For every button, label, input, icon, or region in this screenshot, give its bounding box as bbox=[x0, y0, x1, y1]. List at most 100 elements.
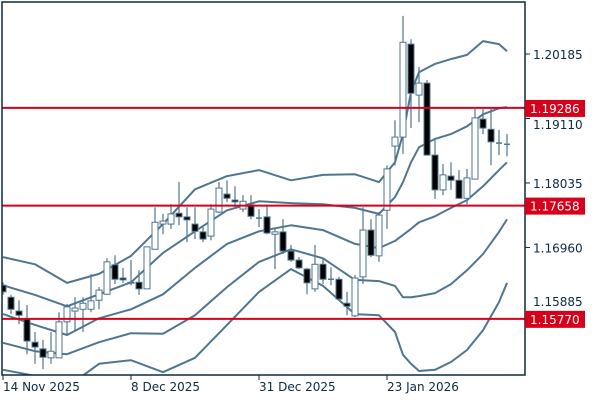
candle bbox=[47, 332, 55, 364]
candle-body-bearish bbox=[135, 281, 143, 290]
candle-body-bullish bbox=[439, 174, 447, 191]
candle bbox=[151, 207, 159, 250]
candle bbox=[15, 300, 23, 325]
candle-body-bearish bbox=[335, 278, 343, 300]
candle bbox=[383, 165, 391, 229]
candle bbox=[359, 207, 367, 285]
candle-body-bearish bbox=[431, 154, 439, 191]
candle bbox=[71, 297, 79, 331]
candle-body-bullish bbox=[79, 302, 87, 310]
candle bbox=[95, 287, 103, 310]
candle-body-bearish bbox=[2, 284, 7, 293]
candle-body-bearish bbox=[111, 264, 119, 280]
candle-body-bearish bbox=[175, 212, 183, 218]
x-axis: 14 Nov 2025 8 Dec 2025 31 Dec 2025 23 Jan 2… bbox=[2, 375, 459, 394]
candle-body-bearish bbox=[343, 302, 351, 307]
candle bbox=[439, 164, 447, 196]
price-line-labels: 1.19286 1.17658 1.15770 bbox=[525, 99, 585, 328]
horizontal-lines bbox=[2, 106, 525, 320]
band-upper1-line bbox=[2, 106, 508, 308]
candle bbox=[263, 204, 271, 235]
y-tick-label: 1.19110 bbox=[533, 118, 583, 132]
candle bbox=[127, 260, 135, 286]
band-upper2-line bbox=[2, 40, 508, 284]
candle bbox=[343, 291, 351, 316]
candle-body-bearish bbox=[423, 82, 431, 156]
candle-body-bullish bbox=[87, 300, 95, 310]
candle bbox=[135, 270, 143, 295]
candle bbox=[79, 297, 87, 333]
candle-body-bearish bbox=[455, 179, 463, 199]
candle bbox=[455, 170, 463, 199]
candle bbox=[375, 212, 383, 262]
candle-body-bearish bbox=[319, 263, 327, 280]
candle-body-bullish bbox=[415, 82, 423, 96]
candle-body-bearish bbox=[199, 231, 207, 240]
candle bbox=[423, 80, 431, 156]
candle-body-bullish bbox=[463, 177, 471, 199]
candle bbox=[319, 258, 327, 285]
candle bbox=[303, 267, 311, 295]
candle-body-bullish bbox=[207, 208, 215, 237]
candle bbox=[295, 257, 303, 270]
y-tick-label: 1.18035 bbox=[533, 177, 583, 191]
candle bbox=[167, 204, 175, 229]
candle-body-bullish bbox=[103, 261, 111, 295]
candles bbox=[2, 15, 510, 370]
candle-body-bullish bbox=[47, 350, 55, 359]
candle-body-bearish bbox=[23, 318, 31, 342]
candle bbox=[207, 204, 215, 241]
candle-body-bullish bbox=[311, 263, 319, 290]
x-tick-label: 23 Jan 2026 bbox=[387, 380, 459, 394]
candle-body-bearish bbox=[15, 310, 23, 316]
candle bbox=[2, 282, 7, 295]
candle bbox=[504, 134, 510, 157]
x-tick-label: 14 Nov 2025 bbox=[3, 380, 80, 394]
candle-body-bullish bbox=[215, 187, 223, 213]
candle-body-bearish bbox=[263, 216, 271, 234]
candle-body-bullish bbox=[55, 321, 63, 359]
candle-body-bearish bbox=[279, 231, 287, 252]
candle bbox=[256, 209, 262, 228]
candle bbox=[415, 66, 423, 123]
candle bbox=[31, 332, 39, 364]
candle bbox=[431, 140, 439, 199]
candle-body-bullish bbox=[95, 289, 103, 301]
candle bbox=[279, 219, 287, 255]
candle-body-bullish bbox=[63, 306, 71, 323]
candle-body-bullish bbox=[71, 307, 79, 312]
candle bbox=[183, 207, 191, 243]
candle bbox=[479, 108, 487, 135]
candle bbox=[328, 267, 334, 286]
candle bbox=[87, 273, 95, 313]
candle bbox=[463, 168, 471, 205]
candle-body-bearish bbox=[487, 128, 495, 143]
candle-body-bearish bbox=[191, 223, 199, 232]
candle-body-bearish bbox=[295, 259, 303, 269]
candle bbox=[159, 213, 167, 235]
candle-body-bearish bbox=[119, 277, 127, 281]
candle-body-bullish bbox=[151, 221, 159, 250]
candle-body-bearish bbox=[183, 216, 191, 221]
candle-body-bearish bbox=[127, 281, 135, 284]
candle bbox=[7, 294, 15, 315]
candle-body-bullish bbox=[383, 168, 391, 211]
candle-body-bearish bbox=[447, 175, 455, 181]
candle bbox=[39, 339, 47, 370]
price-level-label: 1.15770 bbox=[530, 313, 580, 327]
candle bbox=[351, 275, 359, 318]
candle bbox=[175, 182, 183, 226]
candle bbox=[407, 39, 415, 129]
candle bbox=[471, 108, 479, 180]
candle bbox=[367, 219, 375, 258]
candle bbox=[119, 267, 127, 283]
price-level-label: 1.17658 bbox=[530, 200, 580, 214]
candle bbox=[447, 162, 455, 190]
candle bbox=[231, 186, 239, 208]
candle-body-bearish bbox=[367, 229, 375, 256]
candle-body-bearish bbox=[7, 296, 15, 310]
candle bbox=[287, 245, 295, 262]
plot-area bbox=[2, 15, 525, 375]
